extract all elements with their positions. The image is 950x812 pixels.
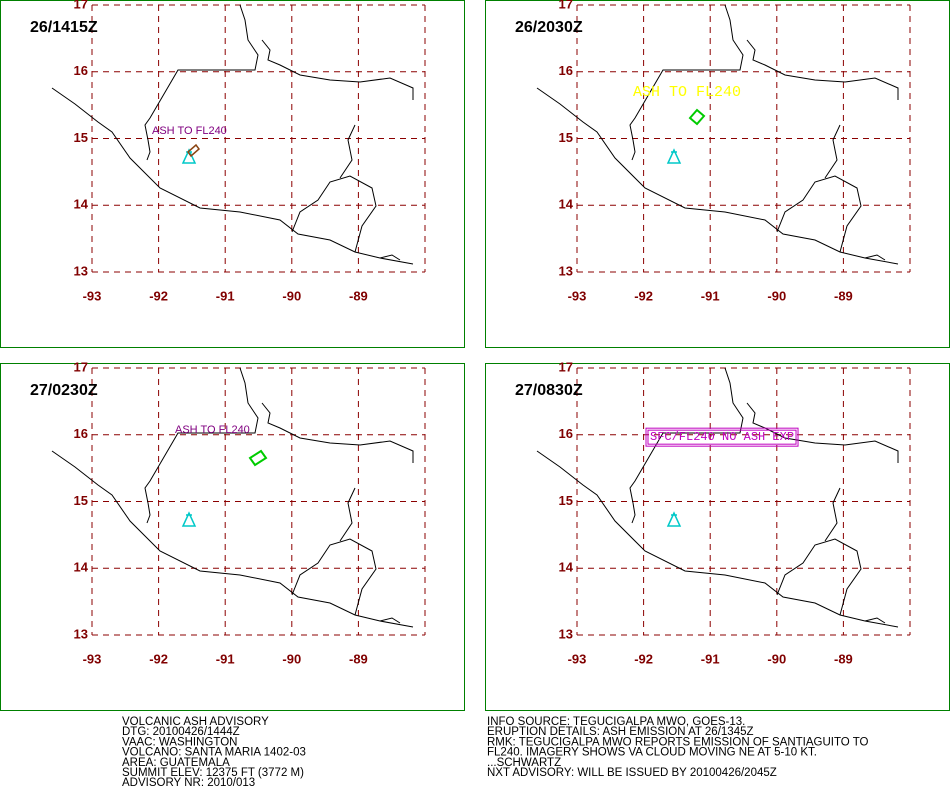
valid-time: 26/2030Z <box>515 19 583 36</box>
ash-cloud <box>186 143 201 158</box>
lat-label: 13 <box>74 263 88 278</box>
lon-label: -91 <box>216 651 235 666</box>
lon-label: -92 <box>634 651 653 666</box>
lon-label: -89 <box>349 651 368 666</box>
advisory-line: VOLCANIC ASH ADVISORY <box>122 716 269 728</box>
lat-label: 17 <box>559 0 573 11</box>
map-panel: -93 -92 -91 -90 -89 13 14 15 16 17 26/2030Z ASH TO … <box>485 0 950 348</box>
lon-label: -92 <box>634 288 653 303</box>
lon-label: -89 <box>834 651 853 666</box>
lat-label: 15 <box>74 130 88 145</box>
ash-cloud <box>248 449 268 467</box>
advisory-line: SUMMIT ELEV: 12375 FT (3772 M) <box>122 767 304 779</box>
lat-label: 16 <box>74 426 88 441</box>
map-panel: -93 -92 -91 -90 -89 13 14 15 16 17 27/0230Z ASH TO … <box>0 359 465 711</box>
lon-label: -92 <box>149 288 168 303</box>
lon-label: -93 <box>83 288 102 303</box>
valid-time: 27/0830Z <box>515 382 583 399</box>
advisory-line: AREA: GUATEMALA <box>122 757 230 769</box>
lon-label: -91 <box>701 288 720 303</box>
lat-label: 14 <box>559 560 574 575</box>
lon-label: -90 <box>282 288 301 303</box>
lon-label: -93 <box>568 651 587 666</box>
lat-label: 16 <box>559 63 573 78</box>
annotation-box <box>647 429 797 445</box>
advisory-line: FL240. IMAGERY SHOWS VA CLOUD MOVING NE … <box>487 747 817 759</box>
annotation-box <box>645 427 799 447</box>
lon-label: -93 <box>568 288 587 303</box>
panel-frame <box>0 0 465 348</box>
lon-label: -91 <box>216 288 235 303</box>
ash-cloud <box>688 108 706 126</box>
advisory-line: ADVISORY NR: 2010/013 <box>122 777 255 789</box>
lon-label: -90 <box>282 651 301 666</box>
ash-annotation: ASH TO FL240 <box>633 84 741 101</box>
lon-label: -90 <box>767 651 786 666</box>
lon-label: -90 <box>767 288 786 303</box>
advisory-line: RMK: TEGUCIGALPA MWO REPORTS EMISSION OF… <box>487 736 869 748</box>
advisory-line: ERUPTION DETAILS: ASH EMISSION AT 26/134… <box>487 726 754 738</box>
valid-time: 27/0230Z <box>30 382 98 399</box>
volcano-symbol <box>181 511 197 527</box>
advisory-line: VOLCANO: SANTA MARIA 1402-03 <box>122 747 306 759</box>
lat-label: 17 <box>74 359 88 374</box>
ash-annotation: ASH TO FL240 <box>152 125 227 137</box>
lat-label: 14 <box>559 197 574 212</box>
advisory-line: VAAC: WASHINGTON <box>122 736 237 748</box>
lat-label: 13 <box>559 626 573 641</box>
ash-annotation: SFC/FL240 NO ASH EXP <box>650 430 794 444</box>
lon-label: -89 <box>349 288 368 303</box>
lat-label: 17 <box>74 0 88 11</box>
lon-label: -89 <box>834 288 853 303</box>
map-panel: -93 -92 -91 -90 -89 13 14 15 16 17 26/1415Z ASH TO … <box>0 0 465 348</box>
lat-label: 14 <box>74 197 89 212</box>
volcano-symbol <box>666 511 682 527</box>
lat-label: 13 <box>74 626 88 641</box>
panel-frame <box>0 363 465 711</box>
lon-label: -91 <box>701 651 720 666</box>
advisory-line: NXT ADVISORY: WILL BE ISSUED BY 20100426… <box>487 767 777 779</box>
advisory-line: INFO SOURCE: TEGUCIGALPA MWO, GOES-13. <box>487 716 745 728</box>
lon-label: -93 <box>83 651 102 666</box>
lat-label: 15 <box>74 493 88 508</box>
lat-label: 17 <box>559 359 573 374</box>
volcano-symbol <box>666 148 682 164</box>
ash-annotation: ASH TO FL240 <box>175 424 250 436</box>
lat-label: 15 <box>559 130 573 145</box>
lat-label: 13 <box>559 263 573 278</box>
lat-label: 16 <box>74 63 88 78</box>
lat-label: 14 <box>74 560 89 575</box>
advisory-line: DTG: 20100426/1444Z <box>122 726 240 738</box>
lat-label: 15 <box>559 493 573 508</box>
lon-label: -92 <box>149 651 168 666</box>
map-panel: -93 -92 -91 -90 -89 13 14 15 16 17 27/0830Z SFC/FL2… <box>485 359 950 711</box>
lat-label: 16 <box>559 426 573 441</box>
valid-time: 26/1415Z <box>30 19 98 36</box>
advisory-line: ...SCHWARTZ <box>487 757 561 769</box>
